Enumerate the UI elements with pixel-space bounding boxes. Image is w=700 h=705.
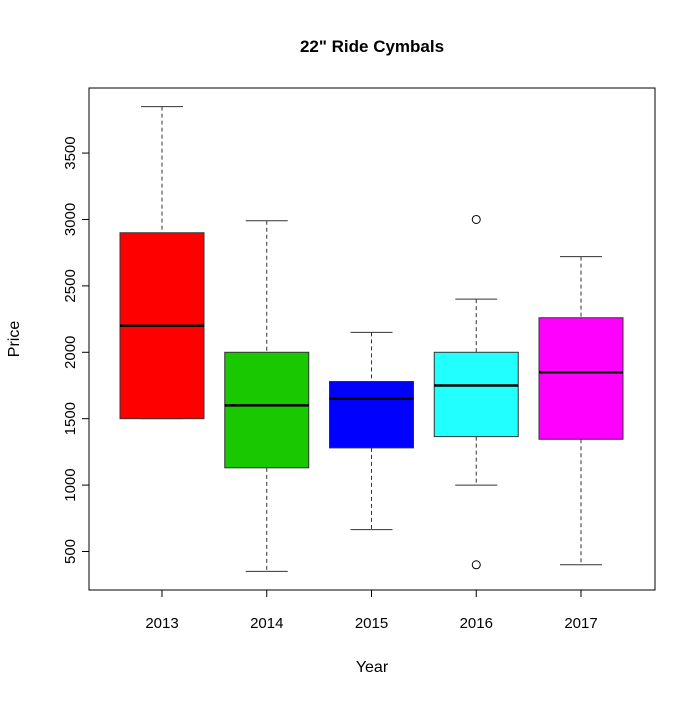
box-2014: [224, 351, 310, 469]
y-tick-label: 2000: [62, 336, 79, 369]
y-tick-label: 2500: [62, 269, 79, 302]
outlier-point: [471, 214, 481, 224]
x-tick-label: 2015: [355, 615, 388, 632]
x-tick-label: 2013: [145, 615, 178, 632]
box-2015: [329, 380, 414, 449]
box-2017: [538, 317, 624, 440]
x-tick-label: 2014: [250, 615, 283, 632]
y-tick-label: 1000: [62, 468, 79, 501]
y-tick-label: 3500: [62, 136, 79, 169]
outlier-point: [471, 560, 481, 570]
box-2016: [433, 351, 519, 438]
chart-title: 22" Ride Cymbals: [300, 37, 444, 56]
x-tick-label: 2017: [564, 615, 597, 632]
y-tick-label: 1500: [62, 402, 79, 435]
y-tick-label: 500: [62, 539, 79, 564]
y-tick-label: 3000: [62, 203, 79, 236]
y-axis-label: Price: [6, 321, 23, 358]
x-axis-label: Year: [356, 659, 389, 676]
x-tick-label: 2016: [460, 615, 493, 632]
